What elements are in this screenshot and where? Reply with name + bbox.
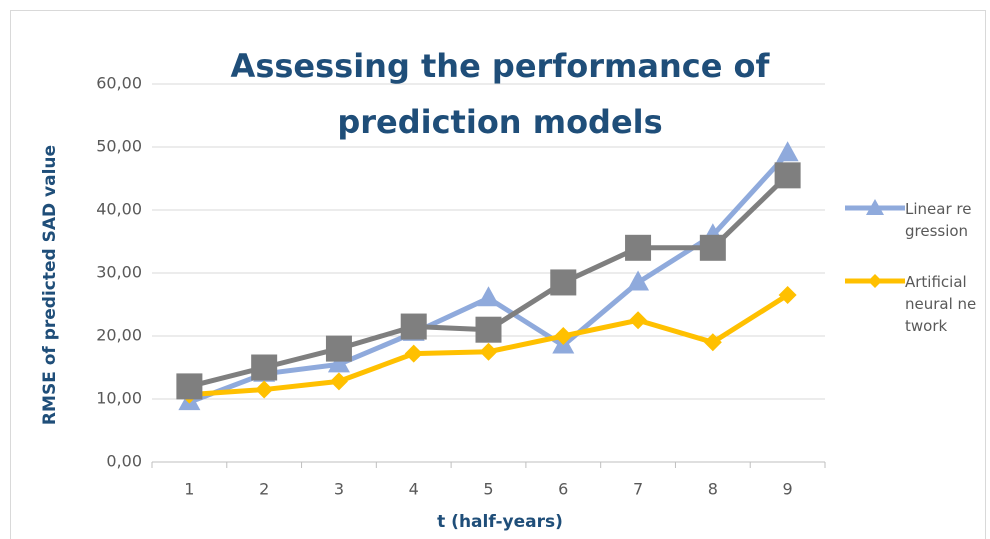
- marker: [255, 380, 274, 399]
- chart-title: Assessing the performance of prediction …: [230, 47, 770, 141]
- y-tick-label: 10,00: [96, 389, 142, 408]
- legend-label: Artificial neural network: [905, 273, 977, 335]
- x-tick-label: 6: [558, 480, 568, 499]
- marker: [251, 354, 278, 381]
- y-tick-label: 30,00: [96, 263, 142, 282]
- marker: [404, 344, 423, 363]
- marker: [629, 311, 648, 330]
- y-tick-label: 60,00: [96, 74, 142, 93]
- marker: [475, 316, 502, 343]
- x-tick-label: 2: [259, 480, 269, 499]
- x-tick-label: 5: [483, 480, 493, 499]
- marker: [325, 335, 352, 362]
- marker: [550, 269, 577, 296]
- x-tick-label: 3: [334, 480, 344, 499]
- marker: [554, 327, 573, 345]
- marker: [699, 234, 726, 261]
- x-axis-label: t (half-years): [437, 512, 563, 532]
- y-axis-label: RMSE of predicted SAD value: [40, 144, 60, 426]
- legend-item: Linear regression: [845, 198, 977, 242]
- marker: [176, 373, 203, 400]
- y-tick-label: 40,00: [96, 200, 142, 219]
- marker: [479, 342, 498, 361]
- y-tick-label: 20,00: [96, 326, 142, 345]
- legend-item: Artificial neural network: [845, 271, 977, 337]
- y-tick-label: 50,00: [96, 137, 142, 156]
- marker: [776, 141, 799, 162]
- x-tick-label: 4: [409, 480, 419, 499]
- marker: [400, 313, 427, 340]
- marker: [778, 286, 797, 305]
- legend-swatch: [845, 199, 905, 215]
- marker: [703, 333, 722, 352]
- marker: [627, 270, 650, 291]
- x-tick-label: 7: [633, 480, 643, 499]
- marker: [329, 372, 348, 391]
- marker: [327, 352, 350, 373]
- x-tick-label: 8: [708, 480, 718, 499]
- marker: [477, 286, 500, 307]
- legend-label: Linear regression: [905, 200, 972, 240]
- chart-border: [10, 10, 986, 539]
- x-tick-label: 1: [184, 480, 194, 499]
- y-tick-label: 0,00: [106, 452, 142, 471]
- marker: [774, 162, 801, 189]
- x-tick-label: 9: [783, 480, 793, 499]
- legend-swatch: [845, 274, 905, 288]
- marker: [625, 234, 652, 261]
